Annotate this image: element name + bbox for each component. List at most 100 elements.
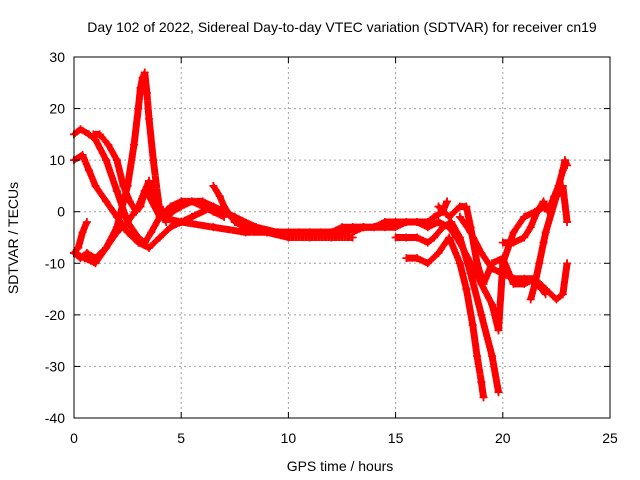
data-point [563,218,572,227]
data-point [445,223,454,232]
data-point [539,238,548,247]
data-point [102,156,111,165]
data-point [494,388,503,397]
data-point [140,68,149,77]
data-point [526,295,535,304]
series-track-m [434,202,550,299]
data-point [488,300,497,309]
data-point [402,218,411,227]
data-point [498,254,507,263]
data-point [145,114,154,123]
data-point [136,83,145,92]
y-tick-label: -30 [45,358,65,374]
data-point [558,166,567,175]
data-point [155,212,164,221]
data-point [177,218,186,227]
data-point [220,212,229,221]
data-point [423,259,432,268]
data-point [149,156,158,165]
data-point [530,279,539,288]
data-point [477,310,486,319]
data-point [370,223,379,232]
x-tick-label: 5 [177,430,185,446]
data-point [533,207,542,216]
data-point [473,259,482,268]
data-point [187,212,196,221]
data-point [520,233,529,242]
data-point [123,218,132,227]
data-point [445,233,454,242]
data-point [509,238,518,247]
data-point [95,130,104,139]
data-point [147,228,156,237]
data-point [473,352,482,361]
data-point [434,210,443,219]
data-marks [70,68,572,402]
data-point [413,233,422,242]
data-point [230,218,239,227]
chart-title: Day 102 of 2022, Sidereal Day-to-day VTE… [87,19,597,35]
data-point [134,202,143,211]
y-axis-ticks: -40 -30 -20 -10 0 10 20 30 [45,49,610,426]
data-point [123,181,132,190]
data-point [477,377,486,386]
data-point [142,89,151,98]
data-point [102,197,111,206]
data-point [262,228,271,237]
data-point [537,285,546,294]
data-point [413,254,422,263]
data-point [91,254,100,263]
data-point [241,223,250,232]
data-point [134,104,143,113]
data-point [455,238,464,247]
data-point [535,259,544,268]
y-tick-label: -40 [45,410,65,426]
data-point [209,207,218,216]
data-point [443,197,452,206]
data-point [402,233,411,242]
plot-frame [73,56,611,419]
data-point [466,223,475,232]
data-point [509,279,518,288]
data-point [541,228,550,237]
data-point [455,259,464,268]
data-point [134,238,143,247]
y-tick-label: -20 [45,307,65,323]
data-point [413,218,422,227]
data-point [284,228,293,237]
data-point [209,223,218,232]
data-point [85,166,94,175]
data-point [78,228,87,237]
data-point [479,279,488,288]
data-point [177,202,186,211]
data-point [423,223,432,232]
data-point [498,269,507,278]
data-point [327,228,336,237]
data-point [423,238,432,247]
data-point [130,140,139,149]
data-point [520,279,529,288]
data-point [539,197,548,206]
x-tick-label: 20 [495,430,511,446]
data-point [138,73,147,82]
data-point [145,243,154,252]
data-point [552,192,561,201]
data-point [104,140,113,149]
y-tick-label: 20 [49,101,65,117]
data-point [509,228,518,237]
data-point [520,212,529,221]
y-tick-label: 30 [49,49,65,65]
data-point [434,202,443,211]
series-track-i [402,233,488,402]
data-point [391,233,400,242]
data-point [82,248,91,257]
data-point [462,202,471,211]
data-point [102,243,111,252]
data-point [82,218,91,227]
data-point [488,259,497,268]
data-point [430,233,439,242]
data-point [434,248,443,257]
data-point [402,254,411,263]
data-point [123,228,132,237]
